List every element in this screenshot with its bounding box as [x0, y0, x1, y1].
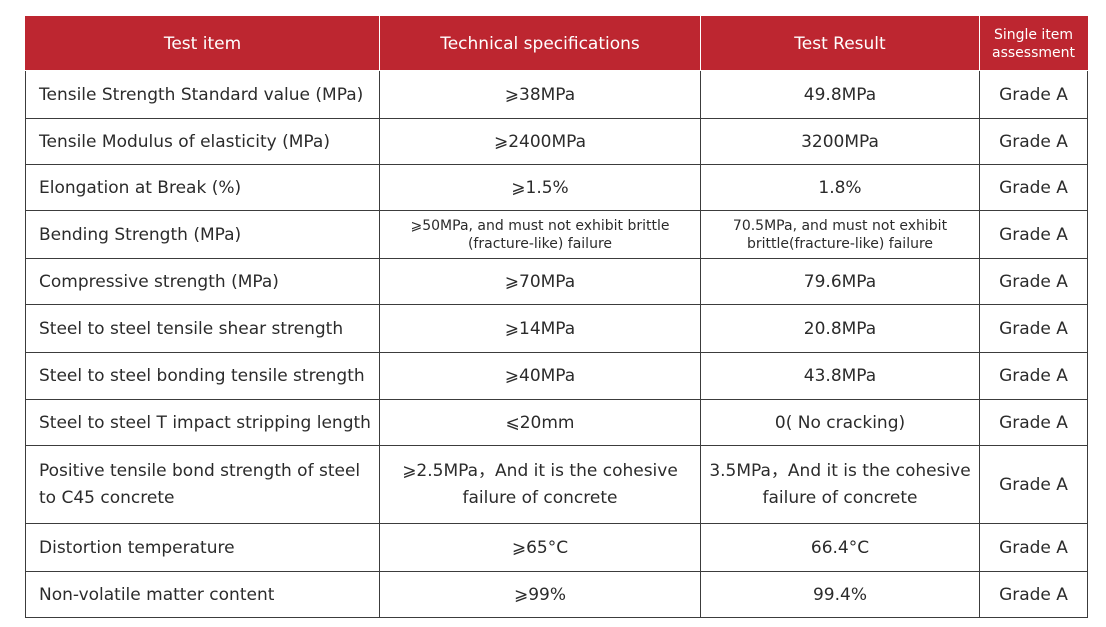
test-item-cell: Bending Strength (MPa)	[25, 210, 380, 259]
test-item-cell: Non-volatile matter content	[25, 571, 380, 618]
result-cell: 1.8%	[700, 164, 980, 211]
spec-cell: ⩾65°C	[379, 523, 701, 572]
grade-cell: Grade A	[979, 352, 1088, 400]
spec-table-container: Test item Technical specifications Test …	[25, 16, 1088, 618]
spec-cell: ⩾2.5MPa，And it is the cohesive failure o…	[379, 445, 701, 524]
result-cell: 0( No cracking)	[700, 399, 980, 446]
spec-cell: ⩾14MPa	[379, 304, 701, 353]
table-row: Tensile Modulus of elasticity (MPa) ⩾240…	[25, 118, 1088, 165]
spec-cell: ⩾38MPa	[379, 70, 701, 119]
test-item-cell: Positive tensile bond strength of steel …	[25, 445, 380, 524]
grade-cell: Grade A	[979, 210, 1088, 259]
result-cell: 20.8MPa	[700, 304, 980, 353]
grade-cell: Grade A	[979, 258, 1088, 305]
grade-cell: Grade A	[979, 445, 1088, 524]
test-item-cell: Tensile Strength Standard value (MPa)	[25, 70, 380, 119]
table-row: Compressive strength (MPa) ⩾70MPa 79.6MP…	[25, 258, 1088, 305]
test-item-cell: Steel to steel bonding tensile strength	[25, 352, 380, 400]
result-line: failure of concrete	[762, 487, 918, 508]
spec-cell: ⩾1.5%	[379, 164, 701, 211]
spec-cell: ⩾50MPa, and must not exhibit brittle (fr…	[379, 210, 701, 259]
result-cell: 3.5MPa，And it is the cohesive failure of…	[700, 445, 980, 524]
header-single-item-assessment: Single item assessment	[979, 16, 1088, 71]
result-cell: 79.6MPa	[700, 258, 980, 305]
header-assessment-line1: Single item	[993, 26, 1074, 43]
grade-cell: Grade A	[979, 304, 1088, 353]
header-test-result: Test Result	[700, 16, 980, 71]
grade-cell: Grade A	[979, 164, 1088, 211]
table-row: Steel to steel bonding tensile strength …	[25, 352, 1088, 400]
result-line: 70.5MPa, and must not exhibit	[732, 217, 948, 234]
result-cell: 70.5MPa, and must not exhibit brittle(fr…	[700, 210, 980, 259]
spec-cell: ⩽20mm	[379, 399, 701, 446]
result-cell: 66.4°C	[700, 523, 980, 572]
table-row: Steel to steel T impact stripping length…	[25, 399, 1088, 446]
spec-line: failure of concrete	[462, 487, 618, 508]
grade-cell: Grade A	[979, 118, 1088, 165]
test-item-line: Positive tensile bond strength of steel	[39, 460, 361, 481]
result-cell: 3200MPa	[700, 118, 980, 165]
result-cell: 49.8MPa	[700, 70, 980, 119]
grade-cell: Grade A	[979, 571, 1088, 618]
test-item-cell: Tensile Modulus of elasticity (MPa)	[25, 118, 380, 165]
test-item-cell: Distortion temperature	[25, 523, 380, 572]
table-row: Distortion temperature ⩾65°C 66.4°C Grad…	[25, 523, 1088, 572]
test-item-cell: Elongation at Break (%)	[25, 164, 380, 211]
test-item-cell: Compressive strength (MPa)	[25, 258, 380, 305]
table-row: Steel to steel tensile shear strength ⩾1…	[25, 304, 1088, 353]
spec-cell: ⩾99%	[379, 571, 701, 618]
result-cell: 99.4%	[700, 571, 980, 618]
spec-cell: ⩾70MPa	[379, 258, 701, 305]
table-row: Tensile Strength Standard value (MPa) ⩾3…	[25, 70, 1088, 119]
grade-cell: Grade A	[979, 70, 1088, 119]
header-row: Test item Technical specifications Test …	[25, 16, 1088, 71]
spec-line: ⩾50MPa, and must not exhibit brittle	[410, 217, 670, 234]
header-technical-specifications: Technical specifications	[379, 16, 701, 71]
header-assessment-line2: assessment	[992, 44, 1075, 61]
table-row: Elongation at Break (%) ⩾1.5% 1.8% Grade…	[25, 164, 1088, 211]
table-row: Non-volatile matter content ⩾99% 99.4% G…	[25, 571, 1088, 618]
spec-cell: ⩾2400MPa	[379, 118, 701, 165]
test-item-cell: Steel to steel T impact stripping length	[25, 399, 380, 446]
test-item-line: to C45 concrete	[39, 487, 175, 508]
header-test-item: Test item	[25, 16, 380, 71]
spec-line: ⩾2.5MPa，And it is the cohesive	[402, 460, 678, 481]
result-cell: 43.8MPa	[700, 352, 980, 400]
spec-table: Test item Technical specifications Test …	[25, 16, 1088, 618]
grade-cell: Grade A	[979, 523, 1088, 572]
table-row: Bending Strength (MPa) ⩾50MPa, and must …	[25, 210, 1088, 259]
result-line: brittle(fracture-like) failure	[746, 235, 934, 252]
spec-cell: ⩾40MPa	[379, 352, 701, 400]
spec-line: (fracture-like) failure	[467, 235, 613, 252]
grade-cell: Grade A	[979, 399, 1088, 446]
result-line: 3.5MPa，And it is the cohesive	[709, 460, 971, 481]
test-item-cell: Steel to steel tensile shear strength	[25, 304, 380, 353]
table-row: Positive tensile bond strength of steel …	[25, 445, 1088, 524]
